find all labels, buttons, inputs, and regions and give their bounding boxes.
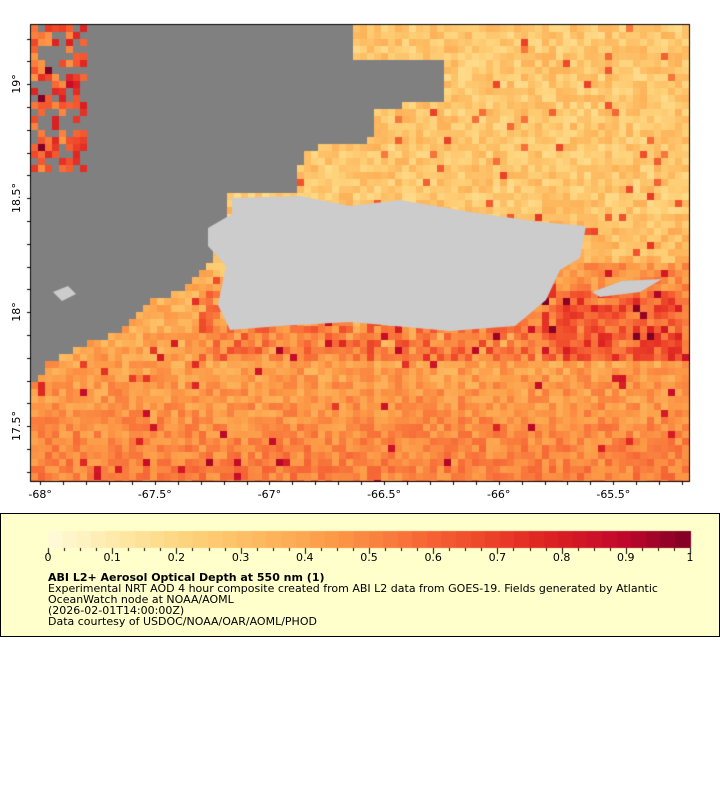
colorbar-tick-label: 0 — [44, 551, 52, 564]
colorbar-tick-label: 0.6 — [424, 551, 442, 564]
legend-description-cont: OceanWatch node at NOAA/AOML — [48, 593, 234, 606]
colorbar-tick-label: 0.8 — [552, 551, 571, 564]
colorbar-tick-label: 0.9 — [617, 551, 635, 564]
lon-tick-label: -66.5° — [367, 488, 402, 501]
lon-tick-label: -66° — [486, 488, 511, 501]
colorbar-tick-label: 1 — [686, 551, 694, 564]
legend-time: (2026-02-01T14:00:00Z) — [48, 604, 185, 617]
colorbar — [1, 514, 719, 574]
lon-tick-label: -65.5° — [596, 488, 631, 501]
lat-tick-label: 19° — [10, 74, 23, 95]
legend-title: ABI L2+ Aerosol Optical Depth at 550 nm … — [48, 571, 325, 584]
aod-map — [0, 0, 720, 512]
colorbar-tick-label: 0.2 — [167, 551, 186, 564]
lat-tick-label: 17.5° — [10, 411, 23, 442]
legend-credit: Data courtesy of USDOC/NOAA/OAR/AOML/PHO… — [48, 615, 317, 628]
colorbar-tick-label: 0.7 — [488, 551, 507, 564]
colorbar-tick-label: 0.3 — [231, 551, 250, 564]
colorbar-tick-label: 0.4 — [296, 551, 314, 564]
lon-tick-label: -67° — [257, 488, 282, 501]
colorbar-tick-label: 0.1 — [103, 551, 121, 564]
legend-panel: 0 0.1 0.2 0.3 0.4 0.5 0.6 0.7 0.8 0.9 1 ABI L2+ Ae… — [0, 513, 720, 637]
legend-description: Experimental NRT AOD 4 hour composite cr… — [48, 582, 658, 595]
lon-tick-label: -68° — [28, 488, 52, 501]
lat-tick-label: 18° — [10, 302, 23, 323]
lat-tick-label: 18.5° — [10, 183, 23, 214]
colorbar-tick-label: 0.5 — [360, 551, 378, 564]
lon-tick-label: -67.5° — [137, 488, 172, 501]
